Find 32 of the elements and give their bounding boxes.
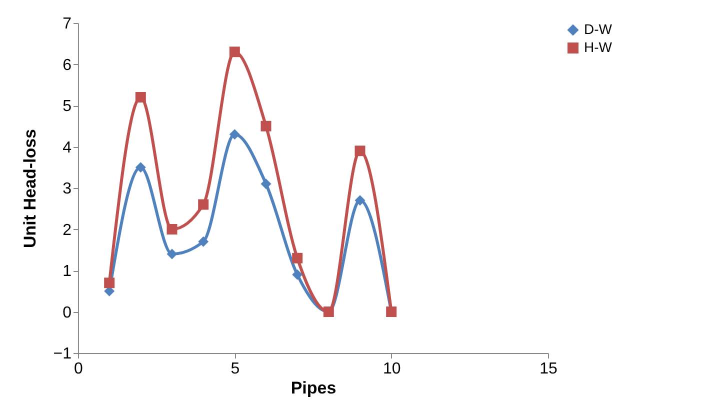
y-tick-label: −1	[53, 346, 72, 362]
legend-label: D-W	[584, 21, 613, 37]
y-tick-label: 7	[62, 16, 72, 32]
point	[260, 178, 272, 190]
x-tick-label: 5	[230, 360, 240, 378]
legend-label: H-W	[584, 39, 613, 55]
y-tick-label: 2	[62, 222, 72, 239]
point	[229, 129, 240, 140]
point	[104, 278, 115, 288]
y-tick-label: 4	[62, 139, 72, 156]
y-tick-label: 3	[62, 180, 72, 198]
point	[354, 146, 366, 156]
y-tick-label: 1	[62, 263, 72, 280]
y-tick-label: 6	[62, 56, 72, 74]
y-axis-title: Unit Head-loss	[20, 128, 40, 248]
x-tick-label: 0	[74, 360, 84, 378]
point	[166, 248, 178, 260]
point	[135, 162, 146, 173]
point	[292, 252, 303, 264]
point	[229, 46, 240, 58]
x-axis-title: Pipes	[290, 378, 336, 398]
y-tick-label: 0	[62, 304, 72, 322]
y-tick-label: 5	[62, 98, 72, 115]
point	[354, 195, 366, 206]
point	[135, 92, 146, 102]
point	[292, 269, 303, 280]
point	[260, 120, 272, 132]
point	[198, 236, 209, 247]
x-tick-label: 10	[382, 360, 401, 378]
point	[166, 224, 178, 234]
x-tick-label: 15	[540, 360, 558, 378]
point	[198, 199, 209, 210]
